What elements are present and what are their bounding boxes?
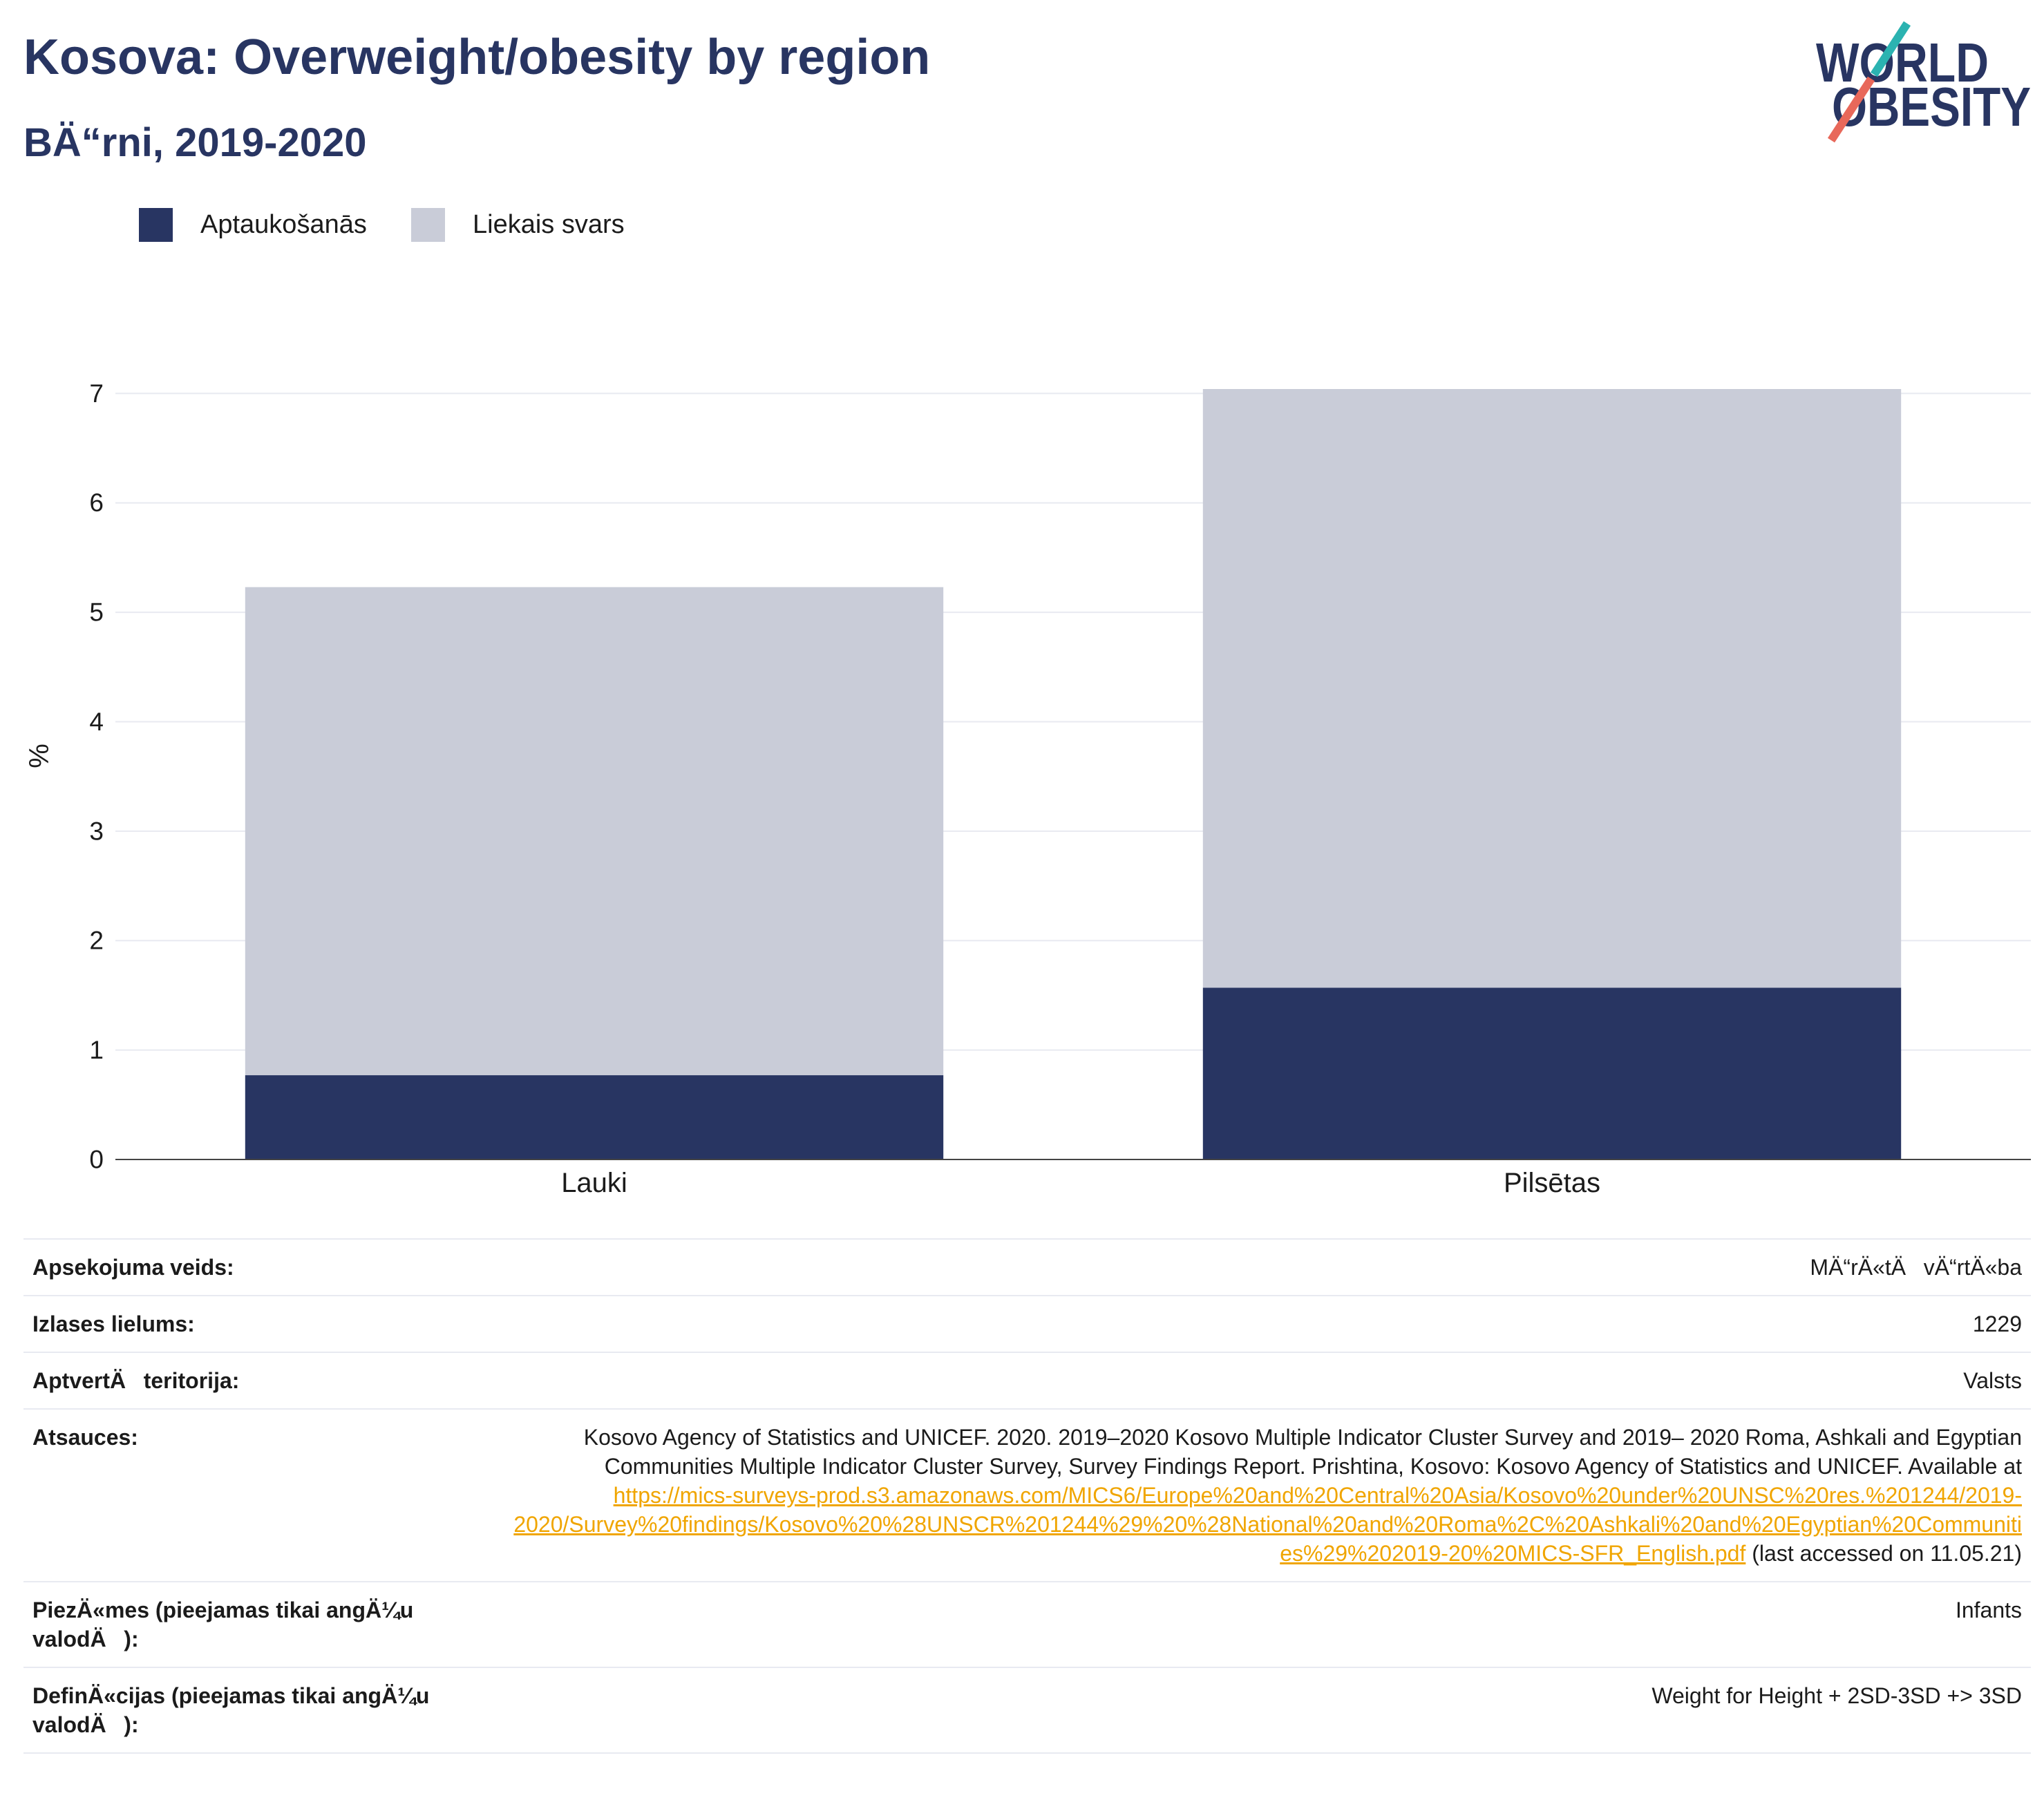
info-row-survey-type: Apsekojuma veids: MÄ“rÄ«tÄvÄ“rtÄ«ba xyxy=(23,1240,2031,1296)
bar-segment-lauki-liekais-svars xyxy=(245,587,944,1076)
y-tick-label: 6 xyxy=(89,489,104,517)
legend-swatch-overweight xyxy=(411,208,445,242)
bar-segment-pilsetas-liekais-svars xyxy=(1202,389,1902,988)
reference-link[interactable]: https://mics-surveys-prod.s3.amazonaws.c… xyxy=(513,1483,2022,1566)
world-obesity-logo: WORLD OBESITY xyxy=(1816,21,2031,143)
info-value-definitions: Weight for Height + 2SD-3SD +> 3SD xyxy=(1652,1683,2022,1708)
bar-segment-lauki-aptaukosanas xyxy=(245,1075,944,1159)
info-value-coverage: Valsts xyxy=(1963,1368,2022,1393)
x-category-label: Pilsētas xyxy=(1504,1168,1600,1198)
info-value-survey-type: MÄ“rÄ«tÄvÄ“rtÄ«ba xyxy=(1810,1255,2022,1280)
y-tick-label: 4 xyxy=(89,708,104,736)
page-title: Kosova: Overweight/obesity by region xyxy=(23,30,931,85)
logo-slash-bottom xyxy=(1827,76,1875,143)
info-value-references: Kosovo Agency of Statistics and UNICEF. … xyxy=(502,1423,2022,1568)
info-row-notes: PiezÄ«mes (pieejamas tikai angÄ¼u valodÄ… xyxy=(23,1582,2031,1668)
info-row-definitions: DefinÄ«cijas (pieejamas tikai angÄ¼u val… xyxy=(23,1668,2031,1754)
info-row-sample-size: Izlases lielums: 1229 xyxy=(23,1296,2031,1353)
info-row-coverage: AptvertÄteritorija: Valsts xyxy=(23,1353,2031,1410)
y-tick-label: 0 xyxy=(89,1146,104,1174)
y-tick-label: 1 xyxy=(89,1036,104,1064)
info-value-notes: Infants xyxy=(1955,1598,2022,1622)
legend-label-obesity: Aptaukošanās xyxy=(200,210,367,239)
info-label-notes: PiezÄ«mes (pieejamas tikai angÄ¼u valodÄ… xyxy=(32,1598,414,1651)
logo-slash-top xyxy=(1870,21,1911,77)
info-label-definitions: DefinÄ«cijas (pieejamas tikai angÄ¼u val… xyxy=(32,1683,430,1737)
logo-text-world: WORLD xyxy=(1816,32,1989,93)
info-table: Apsekojuma veids: MÄ“rÄ«tÄvÄ“rtÄ«ba Izl… xyxy=(23,1238,2031,1754)
reference-accessed-note: (last accessed on 11.05.21) xyxy=(1745,1541,2022,1566)
legend-item-overweight[interactable]: Liekais svars xyxy=(411,208,625,242)
info-label-coverage: AptvertÄteritorija: xyxy=(32,1368,240,1393)
info-label-references: Atsauces: xyxy=(32,1425,138,1450)
y-axis-title: % xyxy=(24,744,55,768)
info-label-survey-type: Apsekojuma veids: xyxy=(32,1255,234,1280)
bar-segment-pilsetas-aptaukosanas xyxy=(1202,987,1902,1159)
info-label-sample-size: Izlases lielums: xyxy=(32,1312,195,1336)
legend-swatch-obesity xyxy=(139,208,173,242)
info-value-sample-size: 1229 xyxy=(1972,1312,2022,1336)
legend-item-obesity[interactable]: Aptaukošanās xyxy=(139,208,367,242)
legend-label-overweight: Liekais svars xyxy=(473,210,625,239)
stacked-bar-chart: 0 1 2 3 4 5 6 7 Lauki Pilsētas% xyxy=(24,379,2031,1198)
y-tick-label: 2 xyxy=(89,927,104,955)
y-tick-label: 7 xyxy=(89,379,104,408)
reference-text: Kosovo Agency of Statistics and UNICEF. … xyxy=(583,1425,2022,1479)
x-category-label: Lauki xyxy=(561,1168,627,1198)
y-tick-label: 3 xyxy=(89,817,104,845)
y-tick-label: 5 xyxy=(89,598,104,627)
page-subtitle: BÄ“rni, 2019-2020 xyxy=(23,120,367,165)
info-row-references: Atsauces: Kosovo Agency of Statistics an… xyxy=(23,1410,2031,1582)
